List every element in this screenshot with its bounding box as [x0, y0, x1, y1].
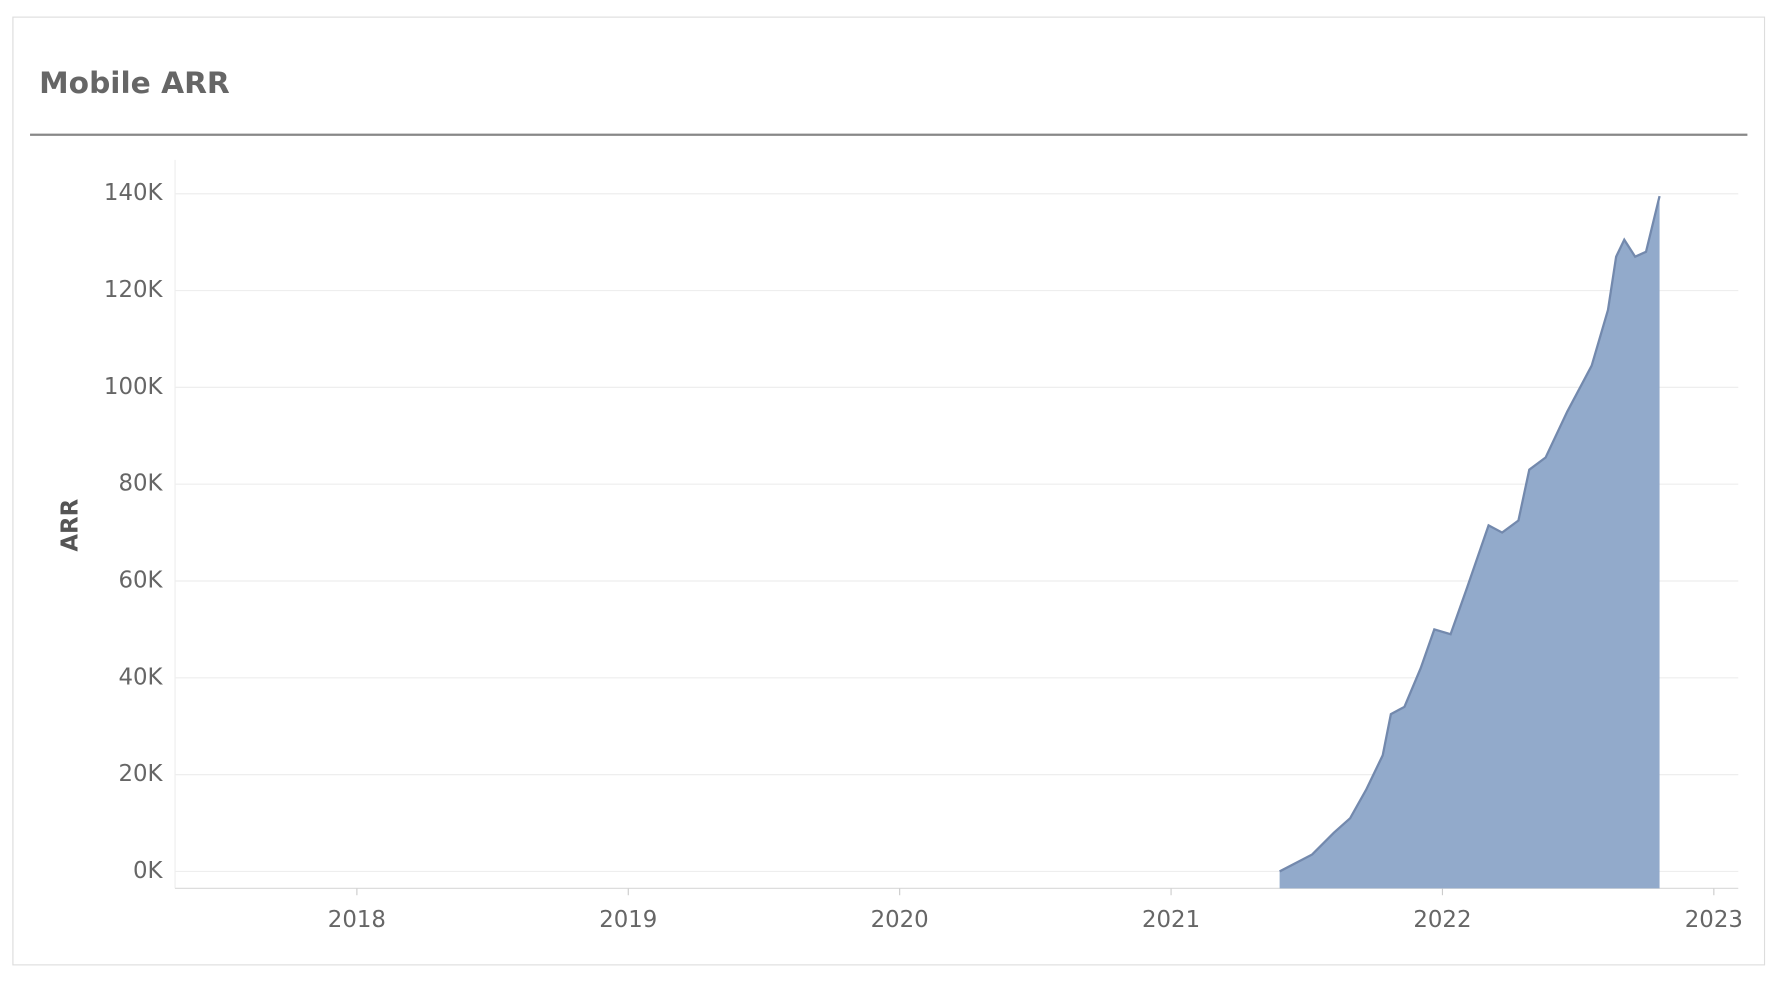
y-tick-label: 100K: [104, 374, 164, 400]
x-tick-label: 2020: [871, 907, 929, 933]
y-tick-label: 60K: [118, 567, 163, 593]
y-tick-label: 80K: [118, 471, 163, 497]
y-tick-label: 140K: [104, 180, 164, 206]
area-line: [1279, 195, 1661, 873]
x-tick-label: 2018: [328, 907, 386, 933]
area: [1279, 196, 1660, 889]
x-tick-label: 2019: [599, 907, 657, 933]
x-tick-label: 2021: [1142, 907, 1200, 933]
y-axis-title: ARR: [58, 498, 84, 551]
x-tick-label: 2023: [1685, 907, 1743, 933]
chart-title: Mobile ARR: [39, 65, 230, 100]
y-tick-label: 20K: [118, 761, 163, 787]
y-tick-label: 120K: [104, 277, 164, 303]
y-tick-label: 40K: [118, 664, 163, 690]
x-tick-label: 2022: [1413, 907, 1471, 933]
y-tick-label: 0K: [133, 858, 164, 884]
